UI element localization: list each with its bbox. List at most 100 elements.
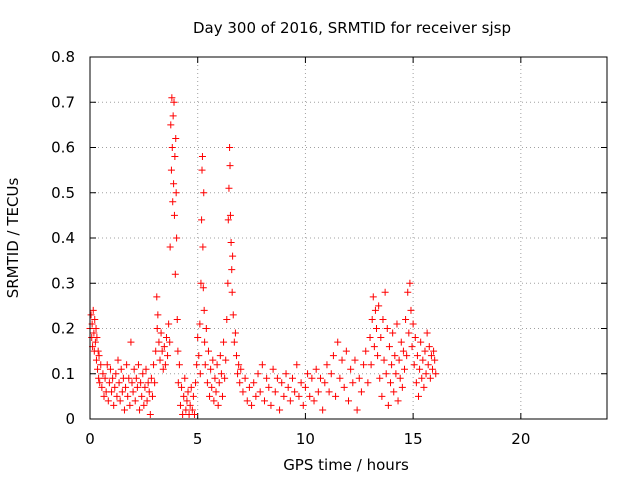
data-point-marker xyxy=(146,410,154,418)
data-point-marker xyxy=(168,94,176,102)
data-point-marker xyxy=(166,243,174,251)
data-point-marker xyxy=(355,374,363,382)
data-point-marker xyxy=(162,334,170,342)
data-point-marker xyxy=(418,374,426,382)
data-point-marker xyxy=(432,370,440,378)
data-point-marker xyxy=(100,392,108,400)
data-point-marker xyxy=(379,315,387,323)
data-point-marker xyxy=(112,370,120,378)
data-point-marker xyxy=(430,347,438,355)
data-point-marker xyxy=(106,365,114,373)
data-point-marker xyxy=(169,198,177,206)
data-point-marker xyxy=(422,370,430,378)
data-point-marker xyxy=(117,365,125,373)
data-point-marker xyxy=(405,329,413,337)
data-point-marker xyxy=(396,374,404,382)
data-point-marker xyxy=(179,410,187,418)
data-point-marker xyxy=(380,356,388,364)
data-point-marker xyxy=(276,406,284,414)
data-point-marker xyxy=(91,338,99,346)
data-point-marker xyxy=(180,392,188,400)
data-point-marker xyxy=(94,347,102,355)
data-point-marker xyxy=(229,311,237,319)
data-point-marker xyxy=(155,338,163,346)
data-point-marker xyxy=(174,379,182,387)
data-point-marker xyxy=(327,370,335,378)
data-point-marker xyxy=(213,361,221,369)
data-point-marker xyxy=(345,397,352,405)
data-point-marker xyxy=(170,98,178,106)
grid-lines xyxy=(90,57,607,419)
data-point-marker xyxy=(221,374,229,382)
data-point-marker xyxy=(199,284,207,292)
y-tick-label: 0.1 xyxy=(51,365,75,383)
data-point-marker xyxy=(91,315,99,323)
data-point-marker xyxy=(126,401,134,409)
data-point-marker xyxy=(168,144,176,151)
data-point-marker xyxy=(353,406,361,414)
data-point-marker xyxy=(214,401,222,409)
data-point-marker xyxy=(291,388,299,396)
data-point-marker xyxy=(250,379,258,387)
data-point-marker xyxy=(248,401,256,409)
data-point-marker xyxy=(373,325,381,332)
data-point-marker xyxy=(401,365,409,373)
data-point-marker xyxy=(154,311,162,319)
y-tick-label: 0.4 xyxy=(51,229,75,247)
data-point-marker xyxy=(395,356,403,364)
data-point-marker xyxy=(383,325,391,332)
data-point-marker xyxy=(382,370,390,378)
data-point-marker xyxy=(204,347,212,355)
data-point-marker xyxy=(193,361,201,369)
data-point-marker xyxy=(98,383,106,391)
data-point-marker xyxy=(181,374,189,382)
data-point-marker xyxy=(203,379,211,387)
data-point-marker xyxy=(301,383,309,391)
data-point-marker xyxy=(110,401,118,409)
data-point-marker xyxy=(375,302,383,310)
data-point-marker xyxy=(170,211,178,219)
data-point-marker xyxy=(144,379,152,387)
data-point-marker xyxy=(196,370,204,378)
data-point-marker xyxy=(362,347,370,355)
data-point-marker xyxy=(409,320,417,328)
data-point-marker xyxy=(366,334,374,342)
data-point-marker xyxy=(419,356,427,364)
data-point-marker xyxy=(403,352,411,360)
data-point-marker xyxy=(189,392,197,400)
data-point-marker xyxy=(194,334,202,342)
data-point-marker xyxy=(134,361,142,369)
data-point-marker xyxy=(99,370,107,378)
data-point-marker xyxy=(394,397,402,405)
data-point-marker xyxy=(212,388,220,396)
data-point-marker xyxy=(165,320,173,328)
data-point-marker xyxy=(183,397,191,405)
x-axis-label: GPS time / hours xyxy=(283,456,409,474)
y-tick-label: 0.7 xyxy=(51,93,75,111)
data-point-marker xyxy=(286,397,294,405)
data-point-marker xyxy=(252,392,260,400)
data-point-marker xyxy=(167,121,175,129)
data-point-marker xyxy=(241,374,249,382)
data-point-marker xyxy=(222,356,230,364)
data-point-marker xyxy=(198,153,206,161)
data-point-marker xyxy=(404,288,412,296)
data-point-marker xyxy=(319,406,327,414)
data-point-marker xyxy=(173,234,181,242)
data-point-marker xyxy=(173,315,181,323)
data-point-marker xyxy=(342,347,350,355)
data-point-marker xyxy=(202,325,210,332)
data-point-marker xyxy=(89,306,97,314)
y-axis-ticks: 0 0.1 0.2 0.3 0.4 0.5 0.6 0.7 0.8 xyxy=(51,48,607,428)
data-point-marker xyxy=(190,410,198,418)
data-point-marker xyxy=(393,320,401,328)
data-point-marker xyxy=(299,401,307,409)
data-point-marker xyxy=(340,383,348,391)
data-point-marker xyxy=(97,361,105,369)
data-point-marker xyxy=(187,383,195,391)
data-point-marker xyxy=(95,374,103,382)
data-point-marker xyxy=(312,365,320,373)
data-point-marker xyxy=(104,397,112,405)
data-point-marker xyxy=(92,356,100,364)
data-point-marker xyxy=(210,397,218,405)
